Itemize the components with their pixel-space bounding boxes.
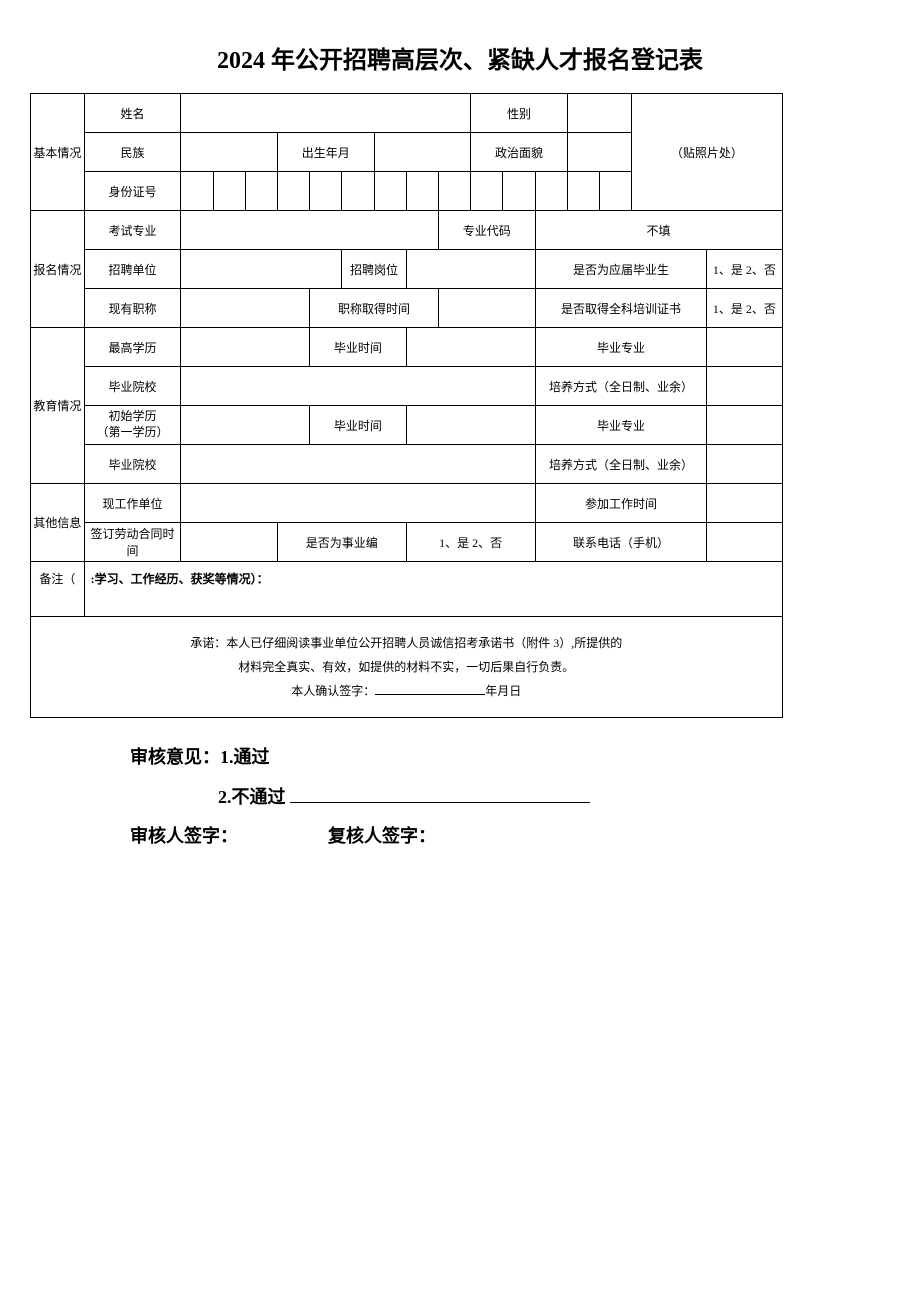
review-sign-row: 审核人签字： 复核人签字：: [130, 817, 890, 857]
field-id-8[interactable]: [406, 172, 438, 211]
commitment-block: 承诺：本人已仔细阅读事业单位公开招聘人员诚信招考承诺书（附件 3）,所提供的 材…: [31, 617, 783, 718]
commitment-line1: 承诺：本人已仔细阅读事业单位公开招聘人员诚信招考承诺书（附件 3）,所提供的: [45, 631, 768, 655]
label-grad-time-1: 毕业时间: [310, 328, 407, 367]
label-major-code: 专业代码: [438, 211, 535, 250]
label-title-time: 职称取得时间: [310, 289, 439, 328]
review-section: 审核意见：1.通过 2.不通过 审核人签字： 复核人签字：: [30, 738, 890, 857]
label-initial-edu: 初始学历（第一学历）: [84, 406, 181, 445]
label-exam-major: 考试专业: [84, 211, 181, 250]
label-contract-time: 签订劳动合同时间: [84, 523, 181, 562]
photo-area[interactable]: （贴照片处）: [632, 94, 782, 211]
label-name: 姓名: [84, 94, 181, 133]
field-training-mode-2[interactable]: [707, 445, 782, 484]
field-highest-edu[interactable]: [181, 328, 310, 367]
label-id: 身份证号: [84, 172, 181, 211]
field-contract-time[interactable]: [181, 523, 278, 562]
field-phone[interactable]: [707, 523, 782, 562]
field-id-7[interactable]: [374, 172, 406, 211]
field-grad-major-1[interactable]: [707, 328, 782, 367]
field-is-fresh[interactable]: 1、是 2、否: [707, 250, 782, 289]
sign-blank[interactable]: [375, 694, 485, 695]
commitment-sign-line: 本人确认签字：年月日: [45, 679, 768, 703]
field-name[interactable]: [181, 94, 471, 133]
field-initial-edu[interactable]: [181, 406, 310, 445]
field-grad-time-1[interactable]: [406, 328, 535, 367]
label-grad-major-1: 毕业专业: [535, 328, 707, 367]
label-work-start: 参加工作时间: [535, 484, 707, 523]
field-title-time[interactable]: [438, 289, 535, 328]
section-apply: 报名情况: [31, 211, 85, 328]
label-gender: 性别: [471, 94, 568, 133]
commitment-line2: 材料完全真实、有效，如提供的材料不实，一切后果自行负责。: [45, 655, 768, 679]
field-political[interactable]: [567, 133, 631, 172]
label-training-mode-1: 培养方式（全日制、业余）: [535, 367, 707, 406]
label-current-employer: 现工作单位: [84, 484, 181, 523]
field-id-11[interactable]: [503, 172, 535, 211]
recheck-sign-label: 复核人签字：: [328, 826, 436, 846]
section-other: 其他信息: [31, 484, 85, 562]
label-highest-edu: 最高学历: [84, 328, 181, 367]
label-political: 政治面貌: [471, 133, 568, 172]
field-training-mode-1[interactable]: [707, 367, 782, 406]
field-gender[interactable]: [567, 94, 631, 133]
registration-form-table: 基本情况 姓名 性别 （贴照片处） 民族 出生年月 政治面貌 身份证号 报名情况…: [30, 93, 890, 718]
label-ethnic: 民族: [84, 133, 181, 172]
field-id-12[interactable]: [535, 172, 567, 211]
field-id-2[interactable]: [213, 172, 245, 211]
field-major-code: 不填: [535, 211, 782, 250]
field-id-3[interactable]: [245, 172, 277, 211]
field-id-6[interactable]: [342, 172, 374, 211]
label-remarks: :学习、工作经历、获奖等情况）：: [91, 572, 269, 586]
field-remarks[interactable]: :学习、工作经历、获奖等情况）：: [84, 562, 782, 617]
not-pass-blank[interactable]: [290, 802, 590, 803]
section-edu: 教育情况: [31, 328, 85, 484]
label-birth: 出生年月: [277, 133, 374, 172]
label-grad-time-2: 毕业时间: [310, 406, 407, 445]
label-remarks-side: 备注（: [31, 562, 85, 617]
label-school-2: 毕业院校: [84, 445, 181, 484]
field-is-institution[interactable]: 1、是 2、否: [406, 523, 535, 562]
field-post[interactable]: [406, 250, 535, 289]
field-id-14[interactable]: [599, 172, 631, 211]
label-grad-major-2: 毕业专业: [535, 406, 707, 445]
field-employer[interactable]: [181, 250, 342, 289]
label-is-institution: 是否为事业编: [277, 523, 406, 562]
label-school-1: 毕业院校: [84, 367, 181, 406]
label-post: 招聘岗位: [342, 250, 406, 289]
field-grad-time-2[interactable]: [406, 406, 535, 445]
label-phone: 联系电话（手机）: [535, 523, 707, 562]
field-id-10[interactable]: [471, 172, 503, 211]
section-basic: 基本情况: [31, 94, 85, 211]
field-id-5[interactable]: [310, 172, 342, 211]
field-exam-major[interactable]: [181, 211, 439, 250]
field-grad-major-2[interactable]: [707, 406, 782, 445]
field-id-1[interactable]: [181, 172, 213, 211]
field-current-employer[interactable]: [181, 484, 535, 523]
label-has-cert: 是否取得全科培训证书: [535, 289, 707, 328]
form-title: 2024 年公开招聘高层次、紧缺人才报名登记表: [30, 40, 890, 75]
field-has-cert[interactable]: 1、是 2、否: [707, 289, 782, 328]
field-birth[interactable]: [374, 133, 471, 172]
field-id-13[interactable]: [567, 172, 599, 211]
label-is-fresh: 是否为应届毕业生: [535, 250, 707, 289]
review-line1: 审核意见：1.通过: [130, 738, 890, 778]
label-employer: 招聘单位: [84, 250, 181, 289]
reviewer-sign-label: 审核人签字：: [130, 826, 238, 846]
label-current-title: 现有职称: [84, 289, 181, 328]
field-school-1[interactable]: [181, 367, 535, 406]
field-work-start[interactable]: [707, 484, 782, 523]
field-ethnic[interactable]: [181, 133, 278, 172]
field-id-4[interactable]: [277, 172, 309, 211]
label-training-mode-2: 培养方式（全日制、业余）: [535, 445, 707, 484]
field-id-9[interactable]: [438, 172, 470, 211]
field-current-title[interactable]: [181, 289, 310, 328]
review-line2: 2.不通过: [130, 778, 890, 818]
field-school-2[interactable]: [181, 445, 535, 484]
